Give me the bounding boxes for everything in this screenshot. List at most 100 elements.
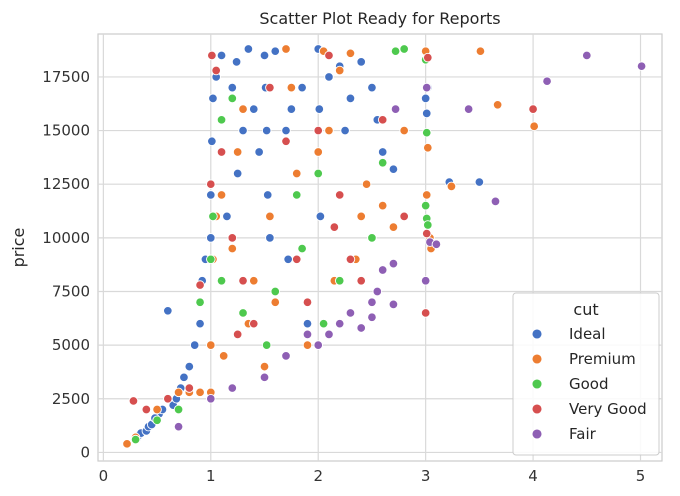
scatter-point — [356, 57, 366, 67]
scatter-point — [340, 125, 350, 136]
scatter-point — [122, 439, 132, 449]
scatter-point — [356, 323, 366, 333]
scatter-point — [420, 308, 431, 318]
scatter-point — [421, 190, 432, 200]
scatter-point — [291, 254, 302, 265]
scatter-point — [206, 340, 216, 350]
x-tick-label: 5 — [636, 467, 646, 485]
scatter-point — [232, 329, 243, 340]
x-tick-label: 1 — [206, 467, 216, 485]
scatter-point — [313, 147, 323, 157]
y-tick-label: 12500 — [42, 175, 90, 193]
scatter-point — [423, 220, 433, 230]
scatter-point — [261, 340, 272, 350]
scatter-point — [446, 181, 457, 192]
scatter-point — [281, 44, 291, 54]
scatter-point — [367, 297, 377, 307]
scatter-point — [195, 280, 205, 290]
scatter-point — [291, 168, 302, 179]
x-axis-ticks: 0 1 2 3 4 5 — [99, 467, 646, 485]
y-tick-label: 17500 — [42, 68, 90, 86]
legend-label: Good — [569, 375, 609, 393]
scatter-point — [475, 46, 486, 56]
legend-marker — [531, 428, 543, 440]
scatter-point — [270, 286, 281, 297]
scatter-point — [291, 190, 302, 200]
scatter-point — [313, 168, 323, 179]
y-axis-title: price — [9, 228, 28, 268]
x-tick-label: 2 — [313, 467, 323, 485]
scatter-point — [195, 387, 205, 398]
scatter-point — [208, 211, 218, 222]
scatter-point — [345, 254, 356, 265]
scatter-point — [431, 239, 442, 250]
scatter-point — [184, 383, 195, 393]
scatter-point — [399, 125, 409, 136]
scatter-point — [474, 177, 485, 187]
scatter-point — [421, 228, 432, 239]
scatter-point — [377, 200, 388, 211]
y-tick-label: 7500 — [52, 282, 90, 300]
scatter-point — [302, 297, 313, 307]
scatter-point — [324, 329, 334, 340]
scatter-point — [281, 351, 291, 361]
data-points — [122, 44, 647, 449]
scatter-point — [390, 46, 401, 56]
scatter-point — [399, 44, 409, 54]
legend-marker — [531, 403, 543, 415]
scatter-point — [179, 372, 189, 383]
legend: cut Ideal Premium Good Very Good Fair — [512, 292, 660, 456]
scatter-point — [367, 233, 377, 243]
scatter-point — [270, 46, 281, 56]
scatter-point — [334, 318, 345, 329]
y-tick-label: 10000 — [42, 229, 90, 247]
scatter-point — [206, 394, 216, 404]
scatter-point — [377, 115, 388, 125]
scatter-point — [206, 190, 216, 200]
scatter-point — [208, 93, 218, 104]
scatter-point — [163, 306, 173, 316]
scatter-point — [216, 147, 227, 157]
scatter-point — [329, 222, 340, 232]
x-tick-label: 3 — [421, 467, 431, 485]
series-fair — [173, 50, 647, 432]
scatter-point — [128, 396, 139, 406]
x-tick-label: 4 — [528, 467, 538, 485]
scatter-point — [232, 147, 243, 157]
scatter-point — [265, 233, 275, 243]
legend-label: Very Good — [569, 400, 647, 418]
scatter-point — [324, 125, 334, 136]
scatter-point — [297, 82, 307, 93]
scatter-point — [356, 211, 366, 222]
legend-label: Fair — [569, 425, 597, 443]
scatter-point — [313, 340, 323, 350]
scatter-point — [315, 211, 326, 222]
y-tick-label: 0 — [80, 443, 90, 461]
scatter-point — [377, 265, 388, 275]
scatter-point — [388, 222, 399, 232]
grid-lines — [98, 34, 662, 461]
y-axis-ticks: 0 2500 5000 7500 10000 12500 15000 17500 — [42, 68, 90, 462]
scatter-point — [231, 57, 242, 67]
scatter-point — [423, 142, 433, 153]
legend-title: cut — [573, 300, 598, 319]
scatter-point — [216, 50, 227, 61]
scatter-point — [302, 318, 313, 329]
scatter-point — [206, 254, 216, 265]
scatter-point — [207, 50, 217, 61]
scatter-point — [377, 147, 388, 157]
scatter-point — [227, 243, 238, 254]
scatter-point — [238, 125, 248, 136]
scatter-point — [302, 329, 313, 340]
scatter-point — [206, 233, 216, 243]
series-very-good — [128, 50, 538, 415]
scatter-point — [529, 121, 539, 132]
scatter-point — [173, 404, 184, 415]
scatter-point — [463, 104, 474, 114]
y-tick-label: 5000 — [52, 336, 90, 354]
scatter-point — [421, 127, 432, 138]
scatter-point — [345, 48, 356, 59]
scatter-point — [324, 50, 334, 61]
scatter-point — [302, 340, 313, 350]
